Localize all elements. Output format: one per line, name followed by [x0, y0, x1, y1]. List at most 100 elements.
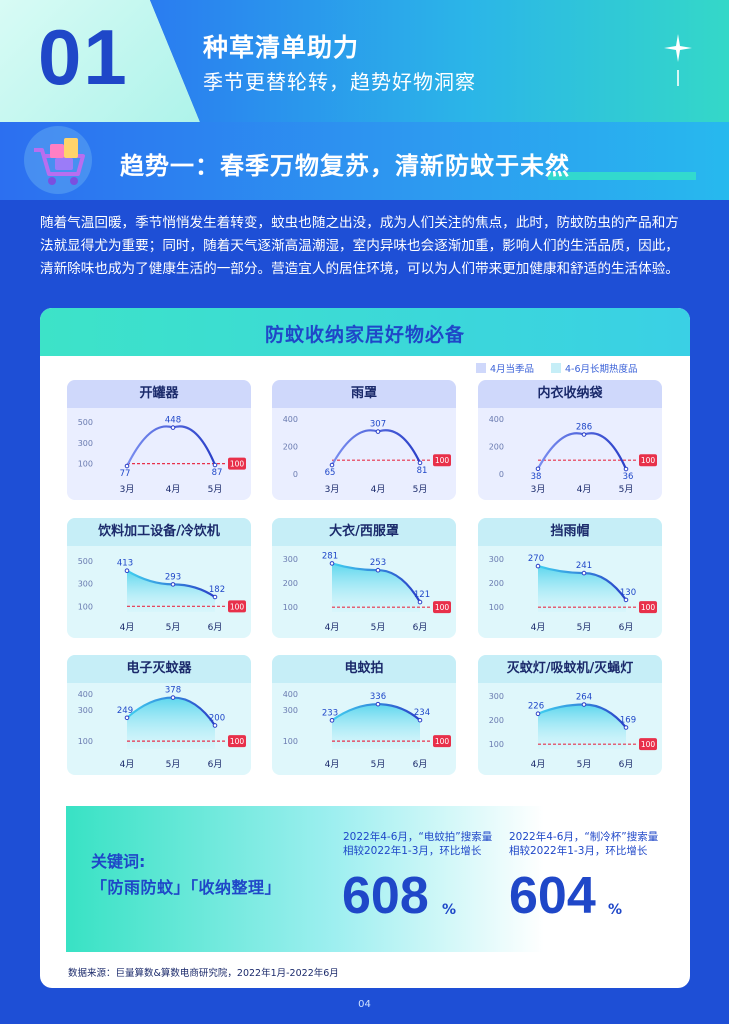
y-tick-label: 200 [283, 579, 298, 588]
data-label: 121 [414, 590, 430, 600]
data-point [170, 425, 176, 430]
chart-title: 大衣/西服罩 [272, 518, 456, 546]
area-fill [538, 704, 626, 749]
data-label: 36 [623, 472, 634, 482]
data-point [124, 568, 130, 574]
data-point [170, 582, 176, 587]
y-tick-label: 100 [489, 603, 504, 612]
data-source: 数据来源：巨量算数&算数电商研究院，2022年1月-2022年6月 [68, 968, 339, 979]
chart-plot: 100 200 300 100 226 264 169 4月 5月 6月 [489, 692, 657, 770]
chart-title: 灭蚊灯/吸蚊机/灭蝇灯 [478, 655, 662, 683]
section-number: 01 [38, 13, 129, 101]
x-tick-label: 6月 [208, 759, 223, 770]
x-tick-label: 4月 [531, 622, 546, 633]
x-tick-label: 4月 [325, 622, 340, 633]
stat-note-1: 2022年4-6月，“电蚊拍”搜索量 相较2022年1-3月，环比增长 [343, 830, 492, 858]
x-tick-label: 5月 [208, 484, 223, 495]
series-line [536, 432, 628, 471]
baseline-label: 100 [641, 603, 656, 612]
y-tick-label: 100 [489, 740, 504, 749]
chart-card: 饮料加工设备/冷饮机 100 300 500 100 413 293 182 4月 5月 6月 [67, 518, 251, 638]
chart-plot: 100 300 400 100 249 378 200 4月 5月 6月 [78, 686, 246, 770]
chart-card: 内衣收纳袋 0 200 400 100 38 286 36 3月 4月 5月 [478, 380, 662, 500]
data-label: 130 [620, 588, 636, 598]
data-label: 253 [370, 558, 386, 568]
section-subtitle: 季节更替轮转，趋势好物洞察 [203, 70, 476, 94]
baseline-label: 100 [641, 456, 656, 465]
data-label: 293 [165, 572, 181, 582]
data-point [170, 695, 176, 700]
data-point [375, 567, 381, 573]
y-tick-label: 100 [283, 737, 298, 746]
chart-title: 内衣收纳袋 [478, 380, 662, 408]
data-label: 38 [531, 472, 542, 482]
data-label: 169 [620, 715, 636, 725]
header-title-panel [150, 0, 729, 122]
data-label: 264 [576, 693, 592, 703]
chart-title: 挡雨帽 [478, 518, 662, 546]
stat-unit-2: % [608, 902, 623, 918]
x-tick-label: 6月 [413, 759, 428, 770]
chart-plot: 100 200 300 100 281 253 121 4月 5月 6月 [283, 551, 451, 633]
y-tick-label: 100 [283, 603, 298, 612]
data-point [329, 462, 335, 468]
x-tick-label: 3月 [531, 484, 546, 495]
data-point [417, 717, 423, 723]
area-fill [538, 566, 626, 612]
data-label: 200 [209, 713, 225, 723]
data-label: 270 [528, 554, 544, 564]
data-point [581, 432, 587, 437]
data-point [535, 711, 541, 717]
x-tick-label: 5月 [371, 759, 386, 770]
stat-value-1: 608 [342, 867, 429, 925]
y-tick-label: 400 [283, 690, 298, 699]
x-tick-label: 4月 [120, 622, 135, 633]
legend-item-long-term: 4-6月长期热度品 [551, 361, 638, 375]
chart-title: 饮料加工设备/冷饮机 [67, 518, 251, 546]
y-tick-label: 300 [78, 706, 93, 715]
x-tick-label: 5月 [166, 622, 181, 633]
area-fill [332, 563, 420, 612]
x-tick-label: 6月 [619, 622, 634, 633]
baseline-label: 100 [435, 737, 450, 746]
data-point [124, 463, 130, 469]
data-point [124, 715, 130, 721]
x-tick-label: 4月 [531, 759, 546, 770]
y-tick-label: 100 [78, 460, 93, 469]
data-point [623, 597, 629, 603]
baseline-badge [228, 457, 246, 470]
data-label: 81 [417, 466, 428, 476]
data-point [375, 429, 381, 434]
data-label: 234 [414, 708, 430, 718]
chart-card: 挡雨帽 100 200 300 100 270 241 130 4月 5月 6月 [478, 518, 662, 638]
chart-plot: 100 200 300 100 270 241 130 4月 5月 6月 [489, 554, 657, 633]
x-tick-label: 6月 [208, 622, 223, 633]
baseline-label: 100 [230, 460, 245, 469]
baseline-label: 100 [435, 456, 450, 465]
stat-note-line: 相较2022年1-3月，环比增长 [509, 845, 648, 857]
baseline-badge [228, 735, 246, 748]
data-point [329, 718, 335, 723]
intro-paragraph: 随着气温回暖，季节悄悄发生着转变，蚊虫也随之出没，成为人们关注的焦点，此时，防蚊… [40, 215, 679, 277]
x-tick-label: 4月 [120, 759, 135, 770]
chart-plot: 100 300 500 100 77 448 87 3月 4月 5月 [78, 416, 246, 495]
data-point [535, 466, 541, 472]
baseline-label: 100 [230, 602, 245, 611]
baseline-label: 100 [230, 737, 245, 746]
section-title: 种草清单助力 [203, 33, 360, 62]
area-fill [127, 697, 215, 749]
data-label: 65 [325, 468, 336, 478]
chart-card: 电蚊拍 100 300 400 100 233 336 234 4月 5月 6月 [272, 655, 456, 775]
y-tick-label: 500 [78, 418, 93, 427]
y-tick-label: 500 [78, 557, 93, 566]
y-tick-label: 0 [293, 470, 298, 479]
keyword-values: 「防雨防蚊」「收纳整理」 [91, 878, 282, 897]
y-tick-label: 300 [489, 555, 504, 564]
stat-note-line: 相较2022年1-3月，环比增长 [343, 845, 482, 857]
data-label: 182 [209, 585, 225, 595]
baseline-label: 100 [641, 740, 656, 749]
x-tick-label: 4月 [577, 484, 592, 495]
data-point [329, 561, 335, 566]
panel-header [40, 308, 690, 356]
data-label: 336 [370, 692, 386, 702]
